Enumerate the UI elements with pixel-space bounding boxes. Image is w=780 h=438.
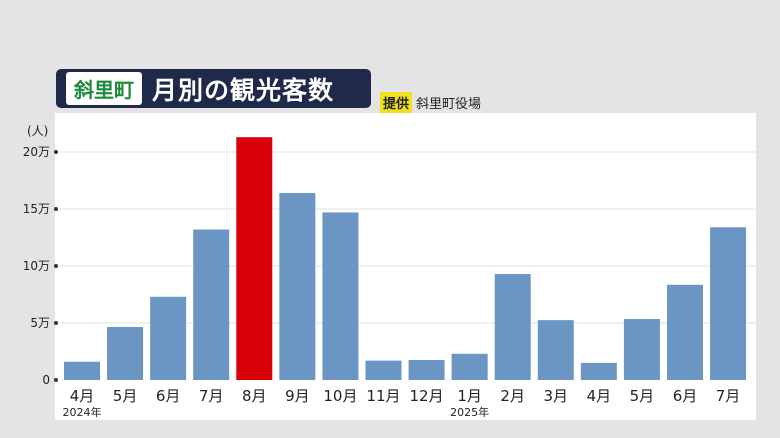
bar bbox=[580, 362, 617, 380]
bar bbox=[236, 137, 273, 380]
x-tick-label: 4月 bbox=[587, 387, 612, 405]
x-tick-label: 10月 bbox=[323, 387, 357, 405]
bar bbox=[107, 326, 144, 380]
x-tick-label: 8月 bbox=[242, 387, 267, 405]
x-tick-label: 6月 bbox=[156, 387, 181, 405]
x-tick-label: 12月 bbox=[410, 387, 444, 405]
source-tag: 提供 bbox=[380, 92, 413, 113]
tick-dot bbox=[54, 321, 58, 325]
y-tick-label: 20万 bbox=[23, 145, 50, 159]
tick-dot bbox=[54, 207, 58, 211]
year-label: 2024年 bbox=[63, 405, 102, 419]
x-tick-label: 2月 bbox=[500, 387, 525, 405]
y-tick-label: 5万 bbox=[30, 316, 50, 330]
x-tick-label: 7月 bbox=[716, 387, 741, 405]
town-label: 斜里町 bbox=[66, 72, 142, 105]
source: 提供 斜里町役場 bbox=[380, 92, 481, 113]
x-tick-label: 4月 bbox=[70, 387, 95, 405]
bar bbox=[710, 227, 747, 380]
bar bbox=[150, 296, 187, 380]
bar bbox=[64, 361, 100, 380]
bar bbox=[322, 212, 359, 380]
bar bbox=[623, 319, 660, 380]
x-tick-label: 5月 bbox=[630, 387, 655, 405]
bar bbox=[666, 284, 703, 380]
year-label: 2025年 bbox=[450, 405, 489, 419]
source-name: 斜里町役場 bbox=[416, 97, 482, 112]
y-tick-label: 10万 bbox=[23, 259, 50, 273]
x-tick-label: 6月 bbox=[673, 387, 698, 405]
x-tick-label: 7月 bbox=[199, 387, 224, 405]
x-tick-label: 11月 bbox=[366, 387, 400, 405]
bar bbox=[537, 320, 574, 380]
tick-dot bbox=[54, 264, 58, 268]
bar bbox=[279, 193, 316, 380]
bar bbox=[193, 229, 230, 380]
tick-dot bbox=[54, 150, 58, 154]
chart-title: 月別の観光客数 bbox=[152, 75, 335, 105]
tick-dot bbox=[54, 378, 58, 382]
bar bbox=[365, 360, 402, 380]
bar bbox=[451, 353, 488, 380]
title-box: 斜里町 月別の観光客数 bbox=[56, 69, 371, 108]
y-tick-label: 0 bbox=[42, 373, 50, 387]
y-axis-label: (人) bbox=[27, 124, 48, 138]
bar bbox=[494, 273, 531, 380]
y-tick-label: 15万 bbox=[23, 202, 50, 216]
x-tick-label: 3月 bbox=[543, 387, 568, 405]
bar bbox=[408, 360, 445, 380]
x-tick-label: 1月 bbox=[457, 387, 482, 405]
x-tick-label: 5月 bbox=[113, 387, 138, 405]
x-tick-label: 9月 bbox=[285, 387, 310, 405]
